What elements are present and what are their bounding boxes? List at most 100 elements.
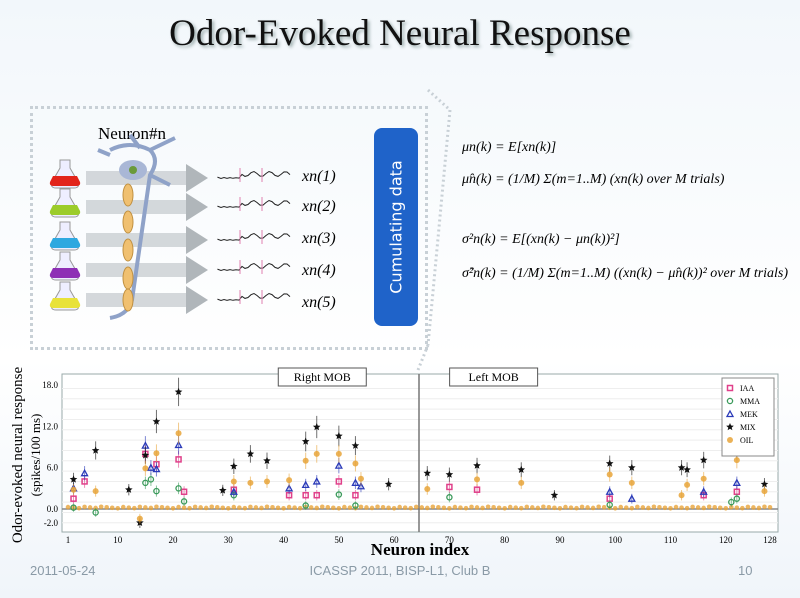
data-point-mma — [175, 485, 182, 492]
data-point — [275, 505, 281, 511]
data-point-iaa — [313, 491, 320, 499]
data-point — [623, 505, 629, 510]
data-point-mek — [627, 494, 636, 502]
data-point — [441, 505, 447, 511]
data-point — [612, 506, 618, 511]
data-point — [248, 504, 253, 510]
data-point-oil — [733, 457, 740, 464]
data-point-mek — [732, 478, 741, 486]
data-point — [369, 505, 375, 511]
y-tick-label: 0.0 — [47, 504, 59, 514]
data-point — [513, 505, 519, 510]
data-point-oil — [606, 471, 613, 478]
data-point — [159, 504, 165, 510]
data-point-iaa — [70, 495, 77, 502]
data-point-mma — [352, 502, 359, 509]
data-point-mek — [80, 468, 89, 477]
data-point-mma — [733, 495, 741, 502]
data-point-mma — [446, 494, 453, 501]
data-point — [270, 504, 275, 510]
data-point-oil — [153, 450, 160, 457]
data-point — [679, 505, 684, 510]
data-point-mek — [229, 487, 238, 495]
data-point — [424, 505, 430, 511]
data-point-mix — [152, 417, 161, 425]
data-point — [596, 504, 601, 510]
x-tick-label: 120 — [719, 535, 733, 545]
data-point — [109, 505, 115, 511]
data-point-mix — [726, 423, 734, 431]
data-point-mix — [141, 451, 150, 459]
data-point — [568, 505, 574, 510]
data-point — [165, 505, 170, 511]
arrow-head-icon — [186, 226, 208, 254]
myelin-segment — [122, 288, 134, 312]
data-point — [231, 504, 237, 510]
data-point-mix — [312, 423, 321, 431]
data-point — [452, 504, 458, 510]
data-point-mma — [302, 502, 309, 509]
data-point — [126, 505, 132, 510]
data-point — [458, 505, 463, 510]
region-label-box — [277, 367, 367, 387]
data-point — [546, 504, 552, 510]
x-tick-label: 30 — [224, 535, 234, 545]
data-point — [192, 504, 198, 510]
data-point — [518, 505, 524, 511]
data-point — [176, 504, 181, 510]
data-point — [336, 506, 342, 511]
data-point — [447, 506, 452, 511]
spike-trace — [217, 232, 291, 242]
data-point-mek — [312, 477, 321, 485]
data-point-iaa — [180, 488, 188, 496]
data-point — [723, 506, 729, 511]
data-point — [137, 504, 143, 510]
data-point-mix — [230, 462, 238, 470]
data-point — [530, 505, 535, 510]
data-point — [342, 504, 347, 510]
data-point — [98, 504, 104, 510]
data-point — [408, 505, 414, 511]
data-point — [756, 505, 762, 511]
spike-trace — [217, 292, 291, 302]
data-point-oil — [302, 457, 309, 464]
footer-date: 2011-05-24 — [30, 563, 96, 578]
spike-trace — [217, 170, 291, 180]
x-tick-label: 20 — [169, 535, 179, 545]
data-point — [541, 504, 546, 510]
x-tick-label: 1 — [66, 535, 71, 545]
data-point-oil — [684, 481, 691, 488]
data-point — [209, 504, 215, 510]
data-point — [154, 504, 159, 510]
data-point-mix — [69, 475, 78, 483]
data-point — [706, 504, 712, 510]
x-tick-label: 128 — [763, 535, 777, 545]
trace-label: xn(2) — [302, 198, 336, 215]
data-point — [579, 504, 585, 510]
data-point — [253, 505, 259, 510]
x-axis-label: Neuron index — [371, 540, 470, 559]
data-point-mix — [335, 432, 343, 440]
data-point — [729, 504, 734, 510]
data-point — [701, 505, 706, 511]
region-label: Left MOB — [468, 370, 518, 384]
data-point-oil — [761, 488, 768, 495]
data-point — [148, 505, 154, 511]
data-point-iaa — [473, 486, 481, 493]
data-point — [419, 505, 425, 510]
data-point — [502, 506, 507, 511]
data-point — [281, 506, 286, 511]
data-point-mek — [146, 463, 156, 471]
data-point-mix — [219, 486, 227, 494]
x-tick-label: 40 — [279, 535, 289, 545]
data-point-oil — [92, 488, 99, 495]
data-point-iaa — [446, 483, 453, 491]
data-point — [574, 505, 579, 511]
data-point-iaa — [352, 491, 359, 499]
data-point — [220, 505, 226, 511]
data-point — [474, 505, 480, 510]
flask-liquid — [49, 298, 81, 308]
data-point — [585, 505, 590, 510]
